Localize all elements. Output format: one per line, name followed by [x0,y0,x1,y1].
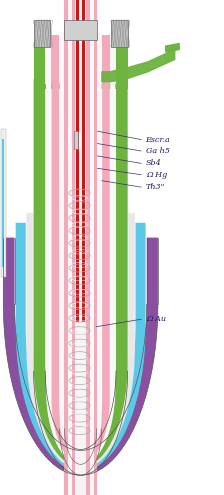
Bar [45,35,51,84]
Bar [82,0,85,322]
Bar [76,0,79,322]
Polygon shape [52,64,110,463]
Bar [110,35,116,84]
Polygon shape [65,139,96,460]
Bar [59,32,64,82]
Text: Ω Au: Ω Au [146,315,166,323]
Bar [111,20,128,47]
Bar [64,20,97,40]
Polygon shape [60,62,102,461]
Polygon shape [26,213,135,469]
Text: Sb4: Sb4 [146,159,161,167]
Bar [97,32,102,82]
Text: Th3": Th3" [146,183,165,191]
Bar [64,0,97,495]
Bar [1,129,6,277]
Polygon shape [16,223,146,471]
Bar [72,0,90,495]
Polygon shape [166,44,179,52]
Bar [34,20,50,47]
Bar [68,0,94,495]
Polygon shape [102,50,175,82]
Text: Ω Hg: Ω Hg [146,171,167,179]
Polygon shape [3,238,158,475]
Bar [51,35,110,84]
Polygon shape [34,79,128,467]
Text: Ga h5: Ga h5 [146,147,170,155]
Bar [34,40,128,89]
Text: Escr.a: Escr.a [146,136,170,144]
Bar [74,131,78,148]
Polygon shape [46,72,115,465]
Bar [2,139,4,267]
Bar [75,0,86,495]
